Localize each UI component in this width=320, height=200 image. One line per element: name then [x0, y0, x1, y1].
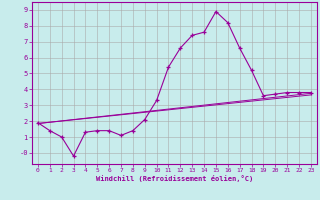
X-axis label: Windchill (Refroidissement éolien,°C): Windchill (Refroidissement éolien,°C) [96, 175, 253, 182]
